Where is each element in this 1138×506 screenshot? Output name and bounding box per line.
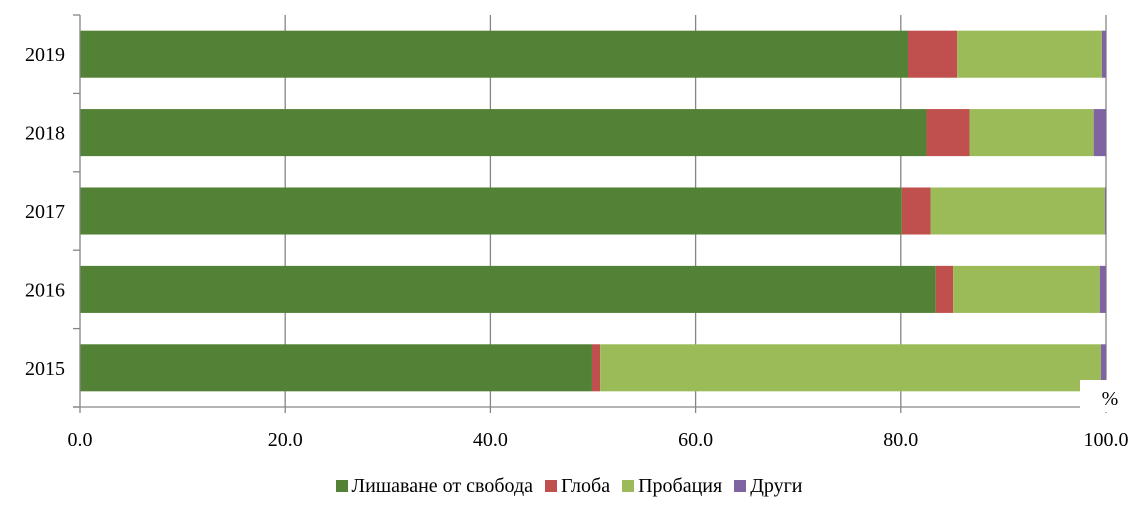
bar-segment <box>901 187 931 235</box>
bar-segment <box>80 109 927 157</box>
bar-segment <box>1101 30 1106 78</box>
bar-segment <box>930 187 1105 235</box>
bar-segment <box>957 30 1102 78</box>
y-tick-label: 2017 <box>25 201 65 223</box>
x-tick-label: 0.0 <box>68 429 93 451</box>
x-tick-label: 20.0 <box>268 429 303 451</box>
legend-item: Пробация <box>622 475 722 498</box>
legend-item: Лишаване от свобода <box>335 474 534 498</box>
tick-labels: 0.0 20.0 40.0 60.0 80.0 100.0 2019 2018 2017 2016… <box>25 44 1129 451</box>
bar-segment <box>80 187 902 235</box>
bar-segment <box>600 344 1101 392</box>
legend-label: Глоба <box>561 474 611 497</box>
legend-swatch <box>335 480 348 492</box>
legend-swatch <box>734 480 747 492</box>
bar-segment <box>969 109 1094 157</box>
bar-segment <box>80 344 592 392</box>
bar-segment <box>80 265 936 313</box>
legend-item: Глоба <box>545 475 610 498</box>
legend: Лишаване от свобода Глоба Пробация Други <box>0 473 1138 499</box>
x-tick-label: 80.0 <box>883 429 918 451</box>
legend-swatch <box>622 480 635 492</box>
y-tick-label: 2019 <box>25 44 65 66</box>
bar-segment <box>591 344 601 392</box>
bar-segment <box>953 265 1100 313</box>
y-tick-label: 2015 <box>25 358 65 380</box>
y-tick-label: 2018 <box>25 123 65 145</box>
bar-segment <box>926 109 970 157</box>
unit-label-bg <box>1080 380 1125 412</box>
bar-segment <box>935 265 954 313</box>
x-tick-label: 60.0 <box>678 429 713 451</box>
x-tick-label: 100.0 <box>1084 429 1129 451</box>
x-tick-label: 40.0 <box>473 429 508 451</box>
bar-segment <box>1104 187 1106 235</box>
bar-segment <box>1099 265 1106 313</box>
bar-segment <box>1100 344 1106 392</box>
bars <box>80 30 1106 392</box>
legend-label: Пробация <box>638 474 723 497</box>
bar-segment <box>907 30 958 78</box>
legend-label: Други <box>750 474 803 497</box>
legend-label: Лишаване от свобода <box>351 474 534 497</box>
x-unit-label: % <box>1102 388 1119 410</box>
bar-segment <box>80 30 908 78</box>
legend-swatch <box>545 480 557 492</box>
bar-segment <box>1093 109 1106 157</box>
y-tick-label: 2016 <box>25 279 65 301</box>
legend-item: Други <box>734 474 803 498</box>
